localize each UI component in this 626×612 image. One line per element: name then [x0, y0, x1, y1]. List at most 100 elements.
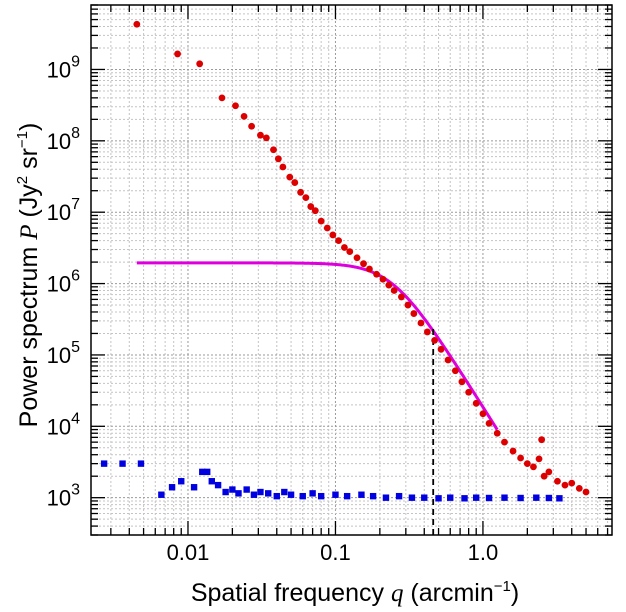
data-point-square: [257, 488, 264, 496]
data-point-square: [222, 488, 229, 496]
data-point-circle: [561, 481, 569, 489]
data-point-circle: [472, 399, 480, 407]
data-point-square: [472, 494, 480, 501]
data-point-circle: [307, 203, 315, 210]
data-point-circle: [240, 112, 248, 120]
plot-frame: [90, 4, 613, 536]
y-tick-label: 107: [47, 196, 80, 225]
data-point-square: [369, 492, 377, 500]
data-point-square: [243, 486, 250, 493]
data-point-square: [208, 478, 215, 485]
data-point-circle: [404, 301, 412, 309]
data-point-circle: [575, 484, 583, 492]
x-tick-label: 0.01: [167, 540, 210, 565]
data-point-circle: [297, 188, 304, 196]
data-point-circle: [174, 50, 181, 58]
data-point-circle: [360, 260, 367, 268]
data-point-square: [358, 491, 365, 498]
data-point-square: [178, 478, 185, 485]
data-point-square: [168, 484, 176, 491]
data-point-circle: [311, 207, 319, 215]
data-point-circle: [535, 455, 543, 463]
y-tick-label: 109: [47, 53, 80, 82]
y-tick-labels: 103 104 105 106 107 108 109: [47, 53, 80, 510]
data-point-circle: [379, 275, 387, 283]
data-point-circle: [479, 410, 487, 418]
data-point-circle: [302, 194, 310, 202]
data-point-square: [119, 460, 126, 467]
data-point-circle: [341, 244, 348, 251]
data-point-circle: [133, 20, 141, 28]
data-point-circle: [262, 134, 270, 142]
data-point-square: [382, 494, 390, 501]
plot-border: [90, 4, 613, 536]
data-point-square: [281, 488, 288, 496]
data-point-circle: [373, 270, 380, 278]
data-point-circle: [523, 460, 531, 468]
data-point-circle: [540, 472, 548, 480]
data-point-square: [287, 491, 295, 498]
data-point-square: [250, 491, 258, 498]
data-point-square: [485, 494, 493, 502]
data-point-circle: [444, 356, 452, 364]
data-point-circle: [196, 60, 204, 68]
data-point-square: [533, 494, 540, 501]
data-point-circle: [398, 293, 405, 301]
data-point-square: [447, 494, 454, 501]
data-point-square: [343, 492, 351, 500]
data-point-square: [137, 460, 145, 467]
data-point-circle: [582, 488, 590, 496]
data-point-circle: [257, 131, 264, 139]
data-point-circle: [218, 94, 226, 102]
data-point-square: [309, 490, 316, 497]
data-points-layer: [100, 20, 590, 502]
data-point-circle: [317, 217, 325, 225]
x-tick-label: 1.0: [468, 540, 499, 565]
data-point-circle: [286, 173, 294, 181]
data-point-circle: [501, 438, 508, 446]
data-point-circle: [437, 345, 445, 353]
data-point-circle: [451, 367, 459, 375]
data-point-square: [204, 468, 211, 476]
data-point-circle: [232, 102, 239, 110]
data-point-square: [556, 495, 563, 502]
data-point-square: [235, 490, 242, 497]
y-tick-label: 105: [47, 339, 80, 368]
y-tick-label: 103: [47, 482, 80, 511]
data-point-circle: [291, 179, 299, 186]
data-point-square: [332, 491, 339, 498]
data-point-circle: [545, 468, 553, 476]
data-point-circle: [517, 454, 524, 462]
data-point-circle: [417, 319, 425, 327]
data-point-circle: [270, 146, 277, 154]
data-point-square: [421, 494, 428, 501]
y-tick-label: 108: [47, 125, 80, 154]
data-point-circle: [410, 310, 418, 317]
data-point-circle: [485, 419, 493, 427]
data-point-square: [229, 486, 236, 493]
data-point-circle: [568, 479, 576, 487]
data-point-circle: [554, 477, 561, 485]
x-tick-labels: 0.01 0.1 1.0: [167, 540, 499, 565]
data-point-circle: [248, 122, 255, 130]
data-point-circle: [366, 265, 373, 273]
y-tick-label: 106: [47, 268, 80, 297]
data-point-circle: [279, 163, 287, 171]
data-point-circle: [530, 463, 537, 471]
data-point-square: [273, 492, 280, 500]
x-tick-label: 0.1: [320, 540, 351, 565]
model-curve-layer: [136, 261, 499, 431]
data-point-circle: [423, 328, 431, 336]
data-point-square: [214, 481, 222, 489]
data-point-square: [408, 494, 416, 501]
data-point-circle: [465, 388, 473, 396]
model-curve: [136, 261, 499, 431]
data-point-circle: [329, 231, 337, 239]
data-point-square: [158, 491, 165, 498]
data-point-square: [317, 492, 325, 500]
data-point-square: [395, 492, 403, 500]
data-point-circle: [385, 281, 393, 289]
data-point-square: [517, 494, 524, 502]
data-point-circle: [323, 224, 331, 232]
